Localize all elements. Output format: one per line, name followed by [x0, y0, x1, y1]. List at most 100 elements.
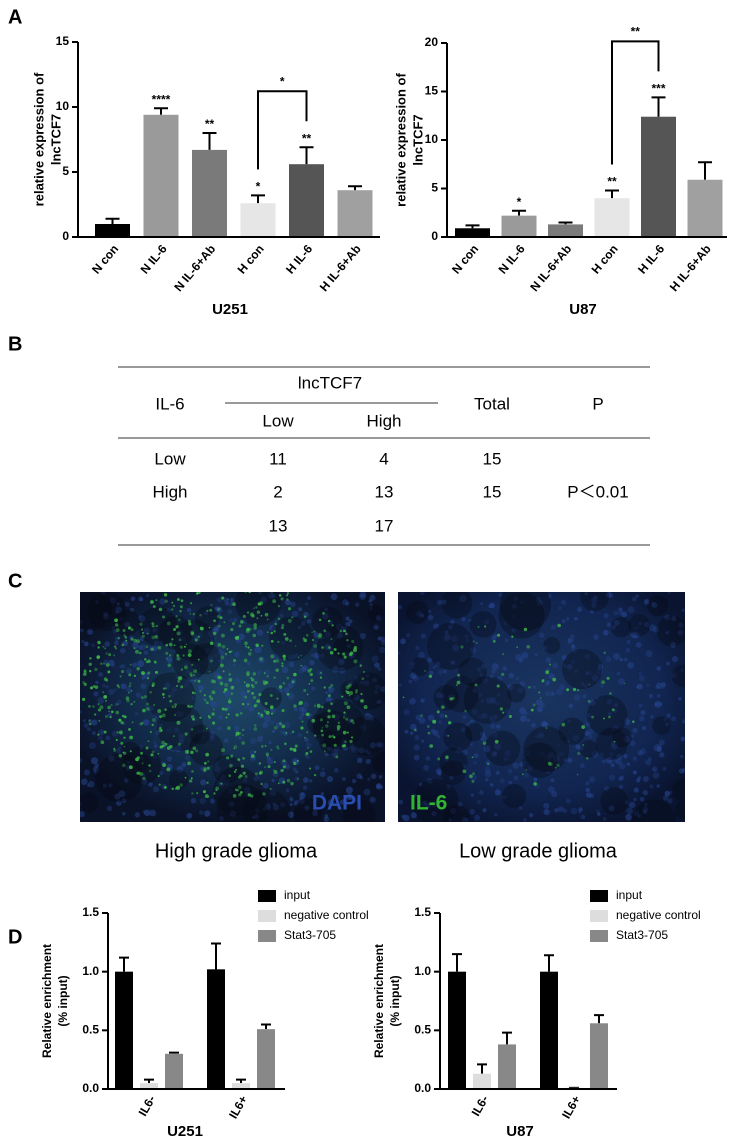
- nucleus: [249, 737, 257, 745]
- nucleus: [375, 615, 382, 621]
- nucleus: [304, 737, 309, 743]
- nucleus: [95, 680, 99, 684]
- error-bar: [348, 185, 362, 191]
- x-axis-label: U87: [506, 1123, 534, 1140]
- signal: [149, 730, 153, 734]
- nucleus: [534, 653, 538, 657]
- nucleus: [618, 784, 624, 789]
- signal: [238, 624, 242, 628]
- nucleus: [657, 694, 661, 698]
- x-tick-label: IL6+: [226, 1093, 250, 1121]
- nucleus: [417, 651, 425, 659]
- signal: [261, 714, 264, 716]
- nucleus: [175, 657, 179, 661]
- nucleus: [671, 615, 677, 622]
- signal: [188, 622, 192, 626]
- signal: [344, 740, 347, 744]
- nucleus: [636, 683, 643, 690]
- nucleus: [512, 615, 516, 619]
- signal: [277, 640, 280, 643]
- nucleus: [626, 639, 631, 645]
- nucleus: [91, 719, 98, 726]
- nucleus: [300, 621, 306, 626]
- signal: [190, 750, 194, 755]
- bracket-label: *: [280, 74, 285, 88]
- nucleus: [642, 806, 649, 812]
- nucleus: [339, 799, 346, 805]
- signal: [123, 715, 127, 719]
- stain-label: DAPI: [312, 792, 362, 815]
- signal: [172, 735, 175, 738]
- signal: [282, 780, 286, 784]
- nucleus: [140, 643, 147, 650]
- nucleus: [138, 615, 146, 622]
- signal: [141, 634, 145, 638]
- signal: [360, 692, 363, 696]
- error-bar: [512, 209, 526, 216]
- nucleus: [86, 783, 91, 788]
- signal: [259, 601, 264, 606]
- signal: [175, 625, 179, 629]
- signal: [114, 645, 117, 648]
- signal: [153, 704, 156, 706]
- signal: [155, 599, 158, 602]
- nucleus: [652, 772, 660, 779]
- nucleus: [523, 750, 530, 757]
- signal: [145, 746, 149, 750]
- nucleus: [589, 609, 594, 614]
- nucleus: [256, 670, 262, 675]
- nucleus: [169, 691, 176, 698]
- signal: [203, 761, 207, 765]
- nucleus: [502, 666, 507, 671]
- nucleus: [659, 752, 665, 758]
- shadow: [172, 619, 215, 662]
- nucleus: [194, 716, 199, 722]
- legend-label: Stat3-705: [284, 928, 336, 942]
- shadow: [502, 784, 527, 809]
- nucleus: [632, 727, 638, 733]
- nucleus: [450, 807, 457, 815]
- nucleus: [80, 710, 82, 714]
- nucleus: [649, 784, 654, 789]
- nucleus: [504, 708, 510, 714]
- bar: [337, 190, 373, 237]
- signal: [184, 665, 188, 670]
- nucleus: [409, 665, 415, 670]
- signal: [273, 676, 276, 679]
- nucleus: [141, 676, 145, 680]
- nucleus: [166, 756, 172, 762]
- nucleus: [95, 600, 99, 604]
- signal: [277, 747, 280, 750]
- nucleus: [433, 623, 440, 630]
- y-tick-label: 1.5: [414, 905, 431, 919]
- nucleus: [556, 688, 563, 696]
- signal: [502, 711, 505, 714]
- nucleus: [83, 769, 91, 776]
- nucleus: [272, 653, 280, 660]
- signal: [291, 680, 295, 684]
- shadow: [340, 680, 360, 700]
- signal: [146, 677, 150, 680]
- signal: [179, 783, 183, 787]
- signal: [362, 670, 366, 673]
- nucleus: [520, 760, 527, 767]
- signal: [343, 701, 348, 706]
- signal: [232, 602, 236, 607]
- y-tick-label: 0: [62, 229, 69, 243]
- signal: [601, 680, 606, 685]
- signal: [116, 684, 120, 687]
- bar: [448, 971, 466, 1089]
- signal: [177, 598, 180, 601]
- signal: [273, 630, 276, 633]
- bar: [687, 179, 723, 237]
- nucleus: [313, 631, 320, 638]
- shadow: [562, 648, 603, 690]
- nucleus: [476, 800, 481, 805]
- nucleus: [548, 786, 555, 793]
- x-axis-label: U251: [167, 1123, 203, 1140]
- signal: [309, 672, 313, 677]
- bar: [473, 1073, 491, 1089]
- significance: ***: [651, 81, 665, 95]
- nucleus: [153, 741, 157, 745]
- signal: [150, 647, 154, 651]
